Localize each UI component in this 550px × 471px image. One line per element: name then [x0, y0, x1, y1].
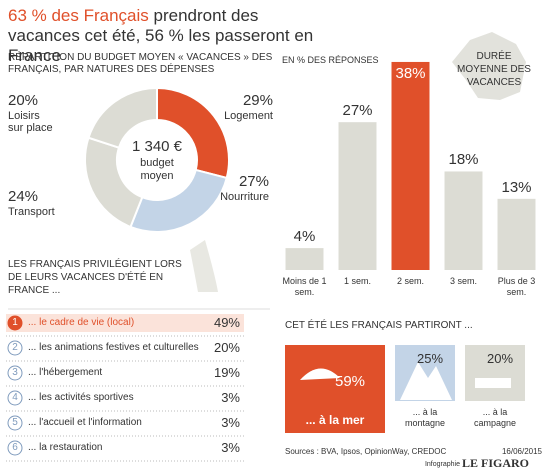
center-value: 1 340 € [131, 138, 183, 155]
rank-badge [7, 440, 23, 456]
countryside-box [465, 345, 525, 401]
rank: 3 [12, 367, 18, 378]
pie-title: RÉPARTITION DU BUDGET MOYEN « VACANCES »… [8, 52, 273, 75]
pref-label: ... les animations festives et culturell… [28, 342, 199, 353]
dest-label: ... à la montagne [404, 407, 446, 428]
bar-title: DURÉE MOYENNE DES VACANCES [457, 51, 531, 88]
bar-category: Plus de 3 sem. [497, 276, 536, 297]
sources: Sources : BVA, Ipsos, OpinionWay, CREDOC [285, 447, 447, 456]
bar-category: Moins de 1 sem. [282, 276, 327, 297]
rank-badge [7, 340, 23, 356]
bar-value: 27% [342, 102, 373, 120]
slice-value: 27% [238, 173, 269, 190]
bar-category: 1 sem. [343, 276, 371, 286]
pref-label: ... la restauration [28, 442, 103, 453]
slice-label: Logement [224, 110, 273, 122]
mountain-icon [400, 362, 452, 400]
dest-title: CET ÉTÉ LES FRANÇAIS PARTIRONT ... [285, 320, 473, 331]
pref-value: 20% [213, 340, 240, 355]
title: 63 % des Français prendront des vacances… [8, 6, 328, 66]
slice-value: 24% [8, 188, 39, 205]
bar [338, 122, 377, 270]
bar-value: 38% [395, 64, 426, 82]
rank: 1 [12, 317, 18, 328]
rank-badge [7, 315, 23, 331]
dest-label: ... à la mer [305, 413, 365, 427]
rank-badge [7, 390, 23, 406]
pref-value: 3% [221, 390, 240, 405]
date: 16/06/2015 [501, 447, 542, 456]
pie-slice [87, 86, 158, 149]
slice-label: Transport [8, 206, 55, 218]
pref-label: ... l'hébergement [28, 367, 103, 378]
bar-value: 13% [501, 178, 532, 196]
slice-value: 29% [242, 92, 273, 109]
rank: 2 [12, 342, 18, 353]
slice-label: Loisirs sur place [8, 110, 53, 134]
sea-box [285, 345, 385, 433]
dest-value: 59% [335, 373, 366, 390]
bar-category: 3 sem. [449, 276, 477, 286]
pie-slice [156, 86, 230, 180]
dest-value: 20% [487, 351, 514, 366]
bar-value: 18% [448, 151, 479, 169]
pref-value: 3% [221, 415, 240, 430]
bar-subtitle: EN % DES RÉPONSES [282, 55, 379, 65]
credit: Infographie [424, 461, 460, 468]
dest-label: ... à la campagne [473, 407, 517, 428]
umbrella-icon [300, 368, 340, 380]
title-highlight: 63 % des Français [8, 6, 149, 25]
bar [497, 198, 536, 270]
list-title: LES FRANÇAIS PRIVILÉGIENT LORS DE LEURS … [8, 259, 182, 296]
title-rest: prendront des vacances cet été, 56 % les… [8, 6, 314, 65]
bar [391, 61, 430, 271]
rank-badge [7, 365, 23, 381]
pie-slice [129, 168, 228, 233]
france-map [452, 32, 526, 100]
pref-value: 49% [213, 315, 240, 330]
rank-badge [7, 415, 23, 431]
bar-value: 4% [293, 228, 316, 246]
pref-value: 3% [221, 440, 240, 455]
bar [285, 248, 324, 270]
row-highlight [6, 314, 244, 332]
dest-value: 25% [417, 351, 444, 366]
rank: 6 [12, 442, 18, 453]
center-label: budget moyen [140, 157, 174, 182]
rank: 5 [12, 417, 18, 428]
pref-label: ... l'accueil et l'information [28, 417, 142, 428]
rank: 4 [12, 392, 18, 403]
basket-icon [190, 240, 218, 292]
pref-value: 19% [213, 365, 240, 380]
bar [444, 171, 483, 270]
slice-value: 20% [8, 92, 39, 109]
pref-label: ... les activités sportives [28, 392, 134, 403]
cow-icon [475, 378, 511, 388]
slice-label: Nourriture [220, 191, 269, 203]
brand: LE FIGARO [462, 456, 530, 470]
pref-label: ... le cadre de vie (local) [28, 317, 135, 328]
pie-center [118, 121, 196, 199]
bar-category: 2 sem. [396, 276, 424, 286]
